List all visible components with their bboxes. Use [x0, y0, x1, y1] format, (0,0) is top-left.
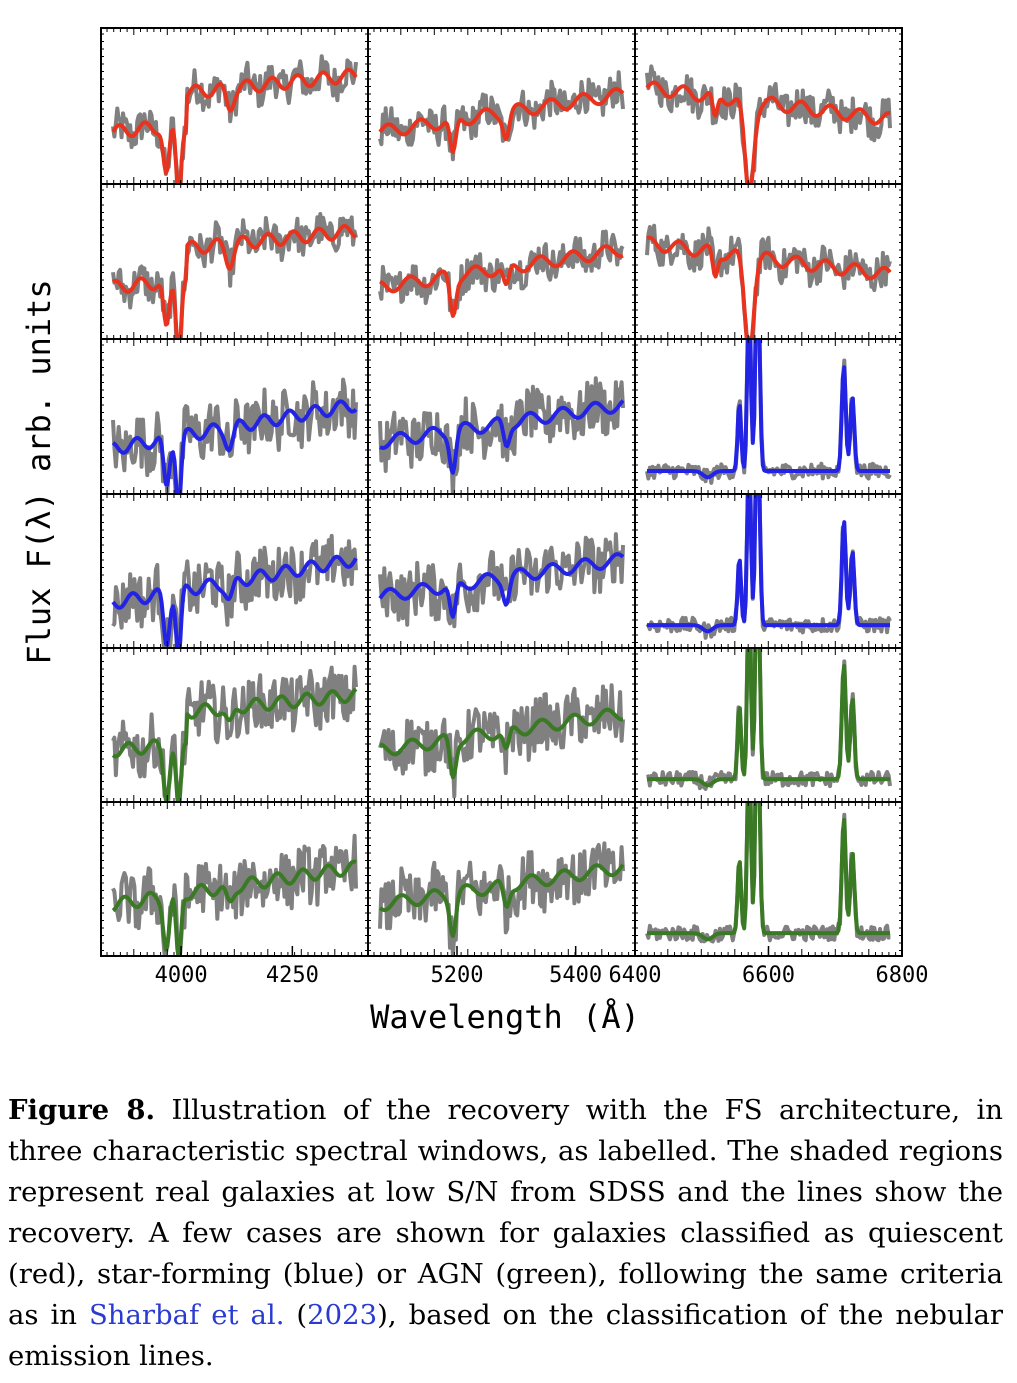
caption-text-1: Illustration of the recovery with the FS…: [8, 1094, 1003, 1331]
recovered-spectrum: [379, 707, 624, 780]
panel-star-forming-r3-c1: [100, 338, 369, 495]
citation-year-link[interactable]: 2023: [307, 1299, 378, 1331]
x-tick-label: 4250: [266, 963, 319, 988]
panel-star-forming-r3-c3: [634, 338, 903, 495]
observed-spectrum: [378, 376, 625, 494]
observed-spectrum: [111, 533, 358, 648]
recovered-spectrum: [378, 86, 625, 155]
panel-agn-r6-c1: [100, 801, 369, 957]
panel-agn-r6-c3: [634, 801, 903, 957]
recovered-spectrum: [111, 687, 358, 802]
panel-agn-r6-c2: [367, 801, 636, 957]
caption-paren: (: [284, 1299, 308, 1331]
x-tick-label: 5200: [431, 963, 484, 988]
panel-star-forming-r4-c3: [634, 493, 903, 649]
observed-spectrum: [378, 683, 625, 799]
minor-ticks: [368, 28, 635, 184]
caption-text-2: ), based on the classification of the ne…: [8, 1299, 1003, 1372]
recovered-spectrum: [111, 223, 357, 339]
panel-agn-r5-c3: [634, 647, 903, 803]
recovered-spectrum: [378, 863, 625, 938]
recovered-spectrum: [379, 244, 624, 318]
panel-quiescent-r2-c3: [634, 183, 903, 340]
x-tick-label: 6400: [609, 963, 662, 988]
recovered-spectrum: [111, 67, 358, 184]
recovered-spectrum: [111, 554, 358, 648]
panel-frame: [100, 647, 369, 803]
observed-spectrum: [378, 841, 625, 956]
x-axis-label: Wavelength (Å): [370, 998, 640, 1036]
recovered-spectrum: [646, 494, 891, 634]
x-tick-label: 6800: [876, 963, 929, 988]
y-axis-label: Flux F(λ) arb. units: [20, 279, 58, 664]
observed-spectrum: [378, 532, 625, 629]
spectra-grid: 4000 4250 5200 5400 6400 6600 6800 Wavelength …: [20, 27, 929, 1036]
panel-agn-r5-c2: [367, 647, 636, 803]
recovered-spectrum: [646, 235, 892, 339]
observed-spectrum: [378, 229, 625, 314]
panel-star-forming-r3-c2: [367, 338, 636, 495]
panel-quiescent-r1-c3: [634, 27, 903, 185]
x-tick-label: 4000: [155, 963, 208, 988]
observed-spectrum: [378, 70, 625, 162]
recovered-spectrum: [378, 552, 625, 619]
x-tick-label: 6600: [742, 963, 795, 988]
panel-frame: [367, 27, 636, 185]
panel-quiescent-r1-c1: [100, 27, 369, 185]
minor-ticks: [101, 648, 368, 802]
panel-quiescent-r2-c2: [367, 183, 636, 340]
panel-star-forming-r4-c2: [367, 493, 636, 649]
spectra-figure: 4000 4250 5200 5400 6400 6600 6800 Wavelength …: [20, 27, 929, 1036]
figure-caption: Figure 8. Illustration of the recovery w…: [8, 1090, 1003, 1377]
recovered-spectrum: [111, 859, 357, 956]
recovered-spectrum: [645, 80, 891, 184]
recovered-spectrum: [646, 802, 891, 942]
panel-quiescent-r1-c2: [367, 27, 636, 185]
citation-author-link[interactable]: Sharbaf et al.: [88, 1299, 285, 1331]
recovered-spectrum: [111, 399, 358, 494]
observed-spectrum: [111, 664, 358, 802]
recovered-spectrum: [646, 648, 891, 788]
caption-label: Figure 8.: [8, 1094, 156, 1126]
x-tick-labels: 4000 4250 5200 5400 6400 6600 6800: [155, 946, 929, 988]
x-tick-label: 5400: [549, 963, 602, 988]
recovered-spectrum: [646, 339, 891, 480]
panels-group: [100, 27, 903, 957]
recovered-spectrum: [379, 399, 625, 475]
